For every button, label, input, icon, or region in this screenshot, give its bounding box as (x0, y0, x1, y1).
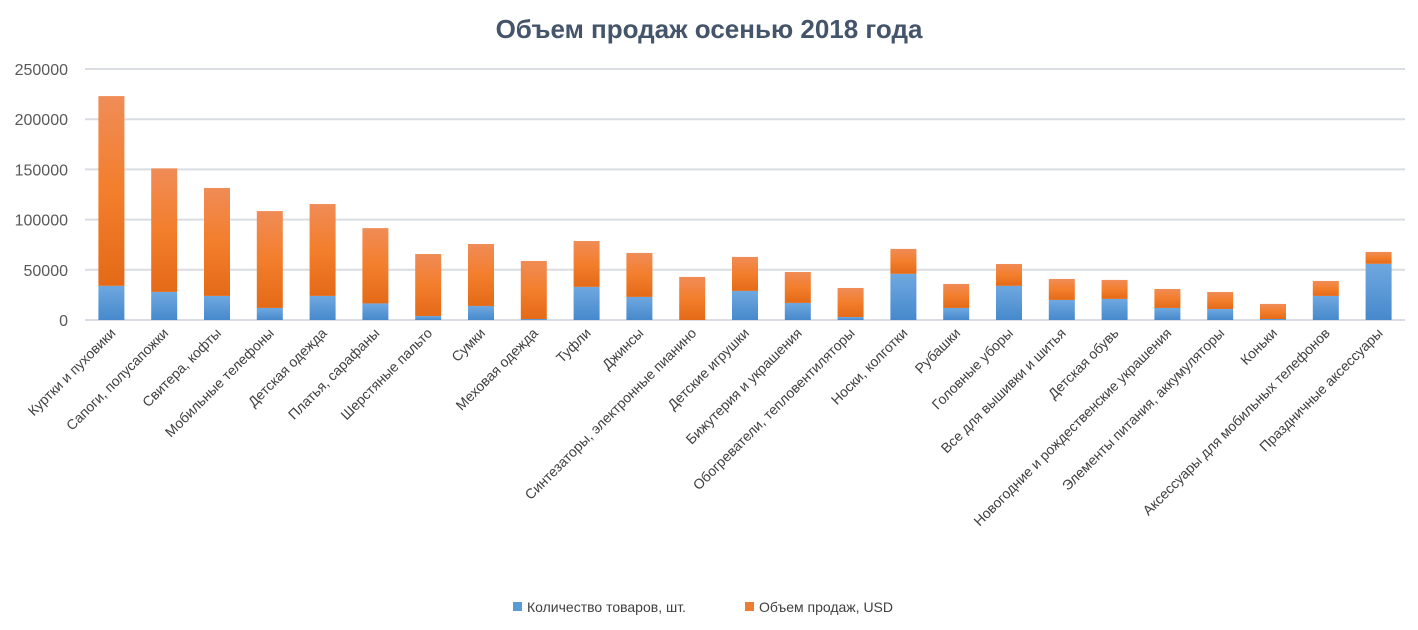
y-tick-label: 0 (59, 313, 68, 330)
bar-quantity-10 (626, 296, 653, 320)
x-tick-label: Куртки и пуховики (25, 325, 119, 419)
bar-sales-5 (362, 228, 389, 304)
legend-label-sales: Объем продаж, USD (759, 599, 893, 615)
x-tick-label: Аксессуары для мобильных телефонов (1139, 325, 1333, 519)
bar-quantity-12 (732, 290, 758, 320)
bar-sales-19 (1101, 279, 1128, 299)
bar-quantity-4 (309, 295, 336, 320)
bar-quantity-19 (1101, 298, 1128, 320)
bar-quantity-16 (943, 307, 970, 320)
bar-quantity-7 (468, 305, 494, 320)
bars (98, 96, 1392, 320)
bar-sales-22 (1260, 303, 1286, 319)
x-tick-label: Рубашки (912, 325, 964, 377)
bar-quantity-24 (1365, 263, 1392, 320)
bar-quantity-22 (1260, 318, 1286, 320)
bar-sales-3 (256, 211, 283, 308)
bar-quantity-6 (415, 315, 442, 320)
bar-sales-0 (98, 96, 125, 286)
bar-quantity-15 (890, 273, 917, 320)
bar-quantity-14 (837, 316, 864, 320)
gridlines (85, 68, 1405, 321)
x-tick-label: Платья, сарафаны (285, 325, 383, 423)
bar-quantity-9 (573, 286, 600, 320)
y-axis-ticks: 0 50000 100000 150000 200000 250000 (15, 62, 68, 330)
bar-sales-8 (520, 260, 547, 319)
bar-sales-11 (679, 276, 706, 320)
y-tick-label: 150000 (15, 162, 68, 179)
bar-sales-9 (573, 240, 600, 287)
bar-quantity-23 (1312, 295, 1339, 320)
bar-sales-13 (784, 272, 811, 303)
legend-swatch-sales (745, 602, 754, 611)
legend: Количество товаров, шт. Объем продаж, US… (513, 599, 893, 615)
bar-sales-15 (890, 248, 917, 274)
x-tick-label: Сапоги, полусапожки (63, 325, 172, 434)
y-tick-label: 200000 (15, 112, 68, 129)
bar-quantity-17 (996, 285, 1022, 320)
bar-sales-4 (309, 204, 336, 296)
bar-sales-18 (1048, 278, 1075, 300)
bar-sales-12 (732, 256, 758, 291)
bar-sales-1 (151, 168, 178, 292)
bar-sales-17 (996, 263, 1022, 286)
bar-quantity-8 (520, 318, 547, 320)
bar-sales-16 (943, 283, 970, 308)
x-tick-label: Джинсы (599, 325, 647, 373)
bar-quantity-20 (1154, 307, 1181, 320)
x-tick-label: Шерстяные пальто (337, 325, 435, 423)
y-tick-label: 100000 (15, 213, 68, 230)
bar-sales-23 (1312, 280, 1339, 296)
bar-quantity-1 (151, 291, 178, 320)
x-tick-label: Коньки (1237, 325, 1280, 368)
chart-title: Объем продаж осенью 2018 года (496, 14, 923, 44)
bar-quantity-21 (1207, 308, 1234, 320)
bar-sales-20 (1154, 288, 1181, 308)
y-tick-label: 50000 (24, 263, 69, 280)
bar-sales-6 (415, 254, 442, 316)
bar-sales-10 (626, 252, 653, 297)
bar-quantity-18 (1048, 299, 1075, 320)
bar-quantity-13 (784, 302, 811, 320)
bar-quantity-3 (256, 307, 283, 320)
bar-sales-14 (837, 287, 864, 317)
legend-swatch-quantity (513, 602, 522, 611)
bar-sales-24 (1365, 251, 1392, 264)
x-tick-label: Новогодние и рождественские украшения (970, 325, 1174, 529)
bar-sales-21 (1207, 291, 1234, 309)
bar-sales-7 (468, 243, 494, 306)
x-tick-label: Сумки (448, 325, 488, 365)
x-tick-label: Туфли (553, 325, 594, 366)
legend-label-quantity: Количество товаров, шт. (527, 599, 686, 615)
y-tick-label: 250000 (15, 62, 68, 79)
bar-sales-2 (204, 187, 230, 296)
bar-quantity-2 (204, 295, 230, 320)
bar-quantity-5 (362, 303, 389, 320)
bar-quantity-0 (98, 285, 125, 320)
